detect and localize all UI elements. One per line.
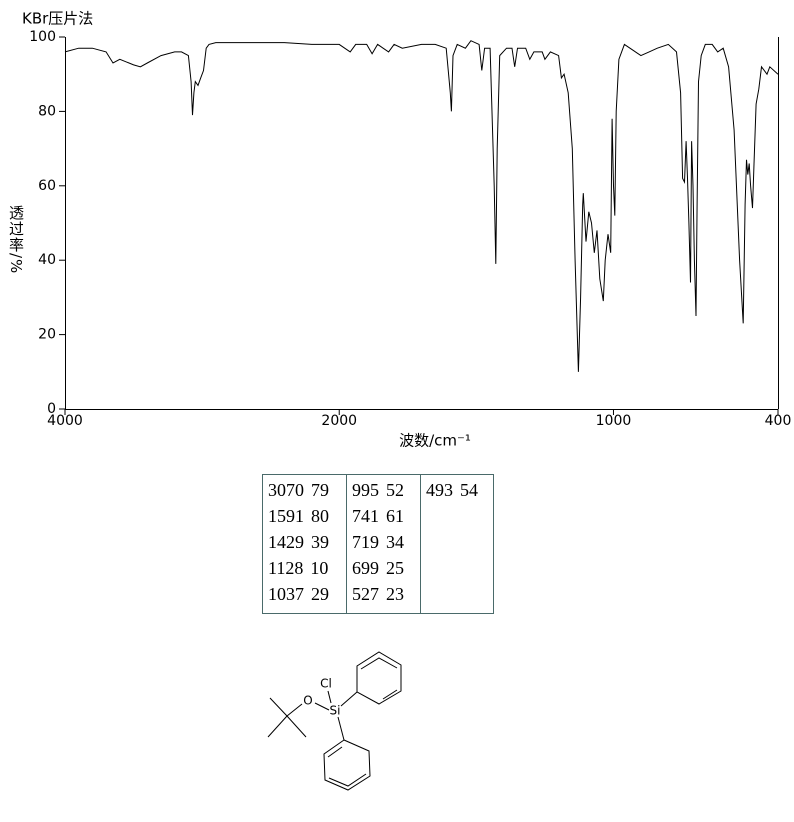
y-tick-label: 60 (38, 178, 56, 194)
spectrum-line (64, 40, 779, 372)
peak-entry: 719 34 (352, 532, 404, 552)
peak-entry: 1037 29 (268, 584, 329, 604)
y-tick-label: 80 (38, 103, 56, 119)
y-tick-label: 0 (47, 401, 56, 417)
peak-transmittance: 80 (311, 506, 329, 526)
peak-transmittance: 10 (310, 558, 328, 578)
x-tick-label: 1000 (596, 413, 632, 429)
peak-table (262, 474, 494, 614)
peak-entry: 1429 39 (268, 532, 329, 552)
peak-wavenumber: 1591 (268, 506, 304, 526)
bond (337, 716, 345, 741)
y-tick-label: 100 (29, 29, 56, 45)
peak-wavenumber: 699 (352, 558, 379, 578)
atom-label: Cl (320, 677, 332, 691)
peak-entry: 1128 10 (268, 558, 328, 578)
peak-entry: 3070 79 (268, 480, 329, 500)
ring-double-bond (328, 773, 367, 787)
x-axis-label: 波数/cm⁻¹ (399, 432, 471, 450)
peak-wavenumber: 719 (352, 532, 379, 552)
phenyl-ring (323, 739, 371, 791)
x-tick-label: 4000 (47, 413, 83, 429)
ring-double-bond (382, 689, 398, 700)
bond (314, 702, 330, 711)
atom-label: Si (330, 704, 341, 718)
peak-wavenumber: 1429 (268, 532, 304, 552)
peak-transmittance: 61 (386, 506, 404, 526)
ring-double-bond (360, 657, 398, 670)
x-tick-label: 2000 (321, 413, 357, 429)
phenyl-ring (356, 651, 402, 705)
bond (269, 697, 288, 717)
peak-transmittance: 52 (386, 480, 404, 500)
peak-transmittance: 34 (386, 532, 404, 552)
peak-wavenumber: 493 (426, 480, 453, 500)
peak-transmittance: 23 (386, 584, 404, 604)
peak-transmittance: 39 (311, 532, 329, 552)
structure (267, 651, 402, 791)
bond (286, 703, 303, 717)
peak-transmittance: 79 (311, 480, 329, 500)
peak-transmittance: 54 (460, 480, 478, 500)
axes (65, 37, 779, 410)
bond (267, 715, 288, 738)
table-frame (262, 474, 494, 614)
x-tick-label: 400 (765, 413, 792, 429)
y-tick-label: 20 (38, 327, 56, 343)
peak-entry: 995 52 (352, 480, 404, 500)
bond (286, 715, 307, 738)
peak-wavenumber: 527 (352, 584, 379, 604)
peak-entry: 527 23 (352, 584, 404, 604)
peak-entry: 741 61 (352, 506, 404, 526)
peak-entry: 1591 80 (268, 506, 329, 526)
bond (327, 690, 332, 704)
peak-wavenumber: 995 (352, 480, 379, 500)
ring-double-bond (327, 746, 343, 758)
peak-wavenumber: 741 (352, 506, 379, 526)
peak-entry: 493 54 (426, 480, 478, 500)
chart-title: KBr压片法 (22, 10, 93, 28)
peak-transmittance: 29 (311, 584, 329, 604)
y-axis-label: 透过率/% (7, 205, 25, 275)
y-tick-label: 40 (38, 252, 56, 268)
peak-wavenumber: 3070 (268, 480, 304, 500)
bond (340, 691, 358, 707)
peak-wavenumber: 1128 (268, 558, 303, 578)
peak-entry: 699 25 (352, 558, 404, 578)
atom-label: O (303, 694, 312, 708)
peak-wavenumber: 1037 (268, 584, 304, 604)
peak-transmittance: 25 (386, 558, 404, 578)
